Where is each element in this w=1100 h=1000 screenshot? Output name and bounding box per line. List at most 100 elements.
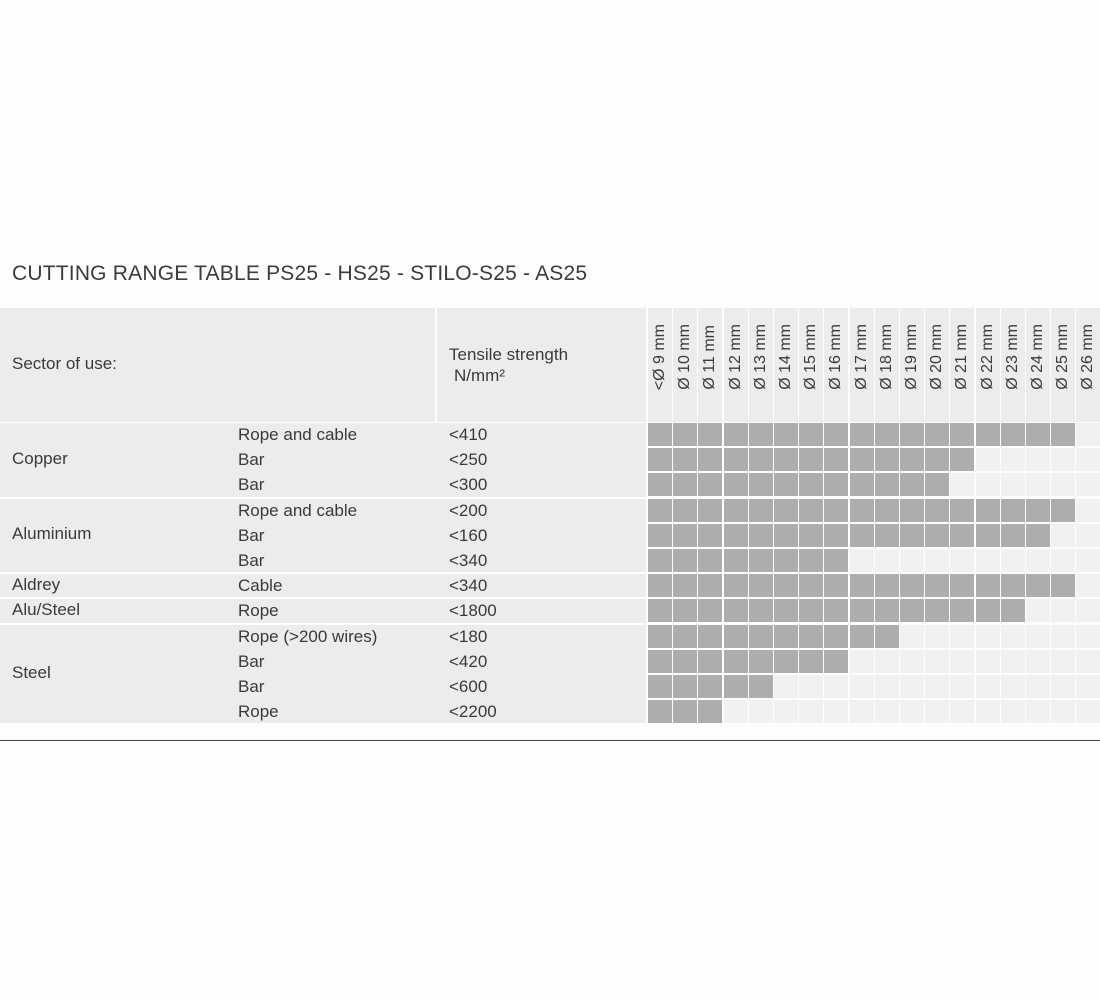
material-form: Bar	[238, 677, 265, 696]
range-cell-filled	[723, 624, 748, 648]
diameter-header: <Ø 9 mm	[648, 308, 672, 422]
range-cell-filled	[925, 473, 950, 497]
range-cell-empty	[1051, 649, 1076, 673]
header-tensile-line2: N/mm²	[454, 366, 505, 385]
material-form: Bar	[238, 450, 265, 470]
range-cell-filled	[673, 574, 698, 598]
range-cell-empty	[774, 700, 798, 724]
diameter-header: Ø 18 mm	[874, 308, 899, 422]
range-cell-filled	[648, 649, 672, 673]
range-cell-empty	[975, 649, 1000, 673]
range-cell-filled	[925, 599, 950, 623]
diameter-label: Ø 14 mm	[777, 324, 794, 390]
range-cell-filled	[824, 599, 849, 623]
material-form: Rope	[238, 702, 279, 722]
range-cell-filled	[723, 649, 748, 673]
diameter-header: Ø 23 mm	[1000, 308, 1025, 422]
diameter-header: Ø 19 mm	[900, 308, 924, 422]
range-cell-empty	[1026, 649, 1050, 673]
range-cell-filled	[698, 574, 723, 598]
header-tensile-line1: Tensile strength	[449, 345, 569, 364]
range-cell-filled	[925, 448, 950, 472]
group-row	[0, 624, 646, 724]
range-cell-filled	[900, 498, 924, 522]
range-cell-empty	[925, 624, 950, 648]
range-cell-empty	[1076, 448, 1100, 472]
range-cell-filled	[950, 574, 975, 598]
tensile-value: <200	[449, 500, 488, 520]
range-cell-empty	[975, 473, 1000, 497]
range-cell-filled	[849, 599, 874, 623]
range-cell-filled	[799, 649, 824, 673]
range-cell-empty	[1051, 700, 1076, 724]
range-cell-filled	[723, 599, 748, 623]
range-cell-filled	[900, 523, 924, 547]
range-cell-filled	[698, 599, 723, 623]
range-cell-empty	[1076, 700, 1100, 724]
group-row	[0, 423, 646, 497]
range-cell-filled	[698, 649, 723, 673]
diameter-header: Ø 24 mm	[1026, 308, 1050, 422]
material-form: Bar	[238, 525, 265, 545]
range-cell-filled	[748, 675, 773, 698]
range-cell-filled	[774, 498, 798, 522]
range-cell-filled	[824, 649, 849, 673]
range-cell-filled	[950, 448, 975, 472]
range-cell-filled	[824, 473, 849, 497]
tensile-value: <160	[449, 525, 488, 545]
range-cell-filled	[900, 574, 924, 598]
range-cell-filled	[648, 498, 672, 522]
range-cell-filled	[673, 423, 698, 446]
range-cell-filled	[900, 448, 924, 472]
range-cell-empty	[900, 624, 924, 648]
range-cell-filled	[748, 448, 773, 472]
range-cell-empty	[849, 675, 874, 698]
diameter-label: Ø 21 mm	[953, 324, 971, 390]
range-cell-filled	[723, 448, 748, 472]
diameter-header: Ø 12 mm	[723, 308, 748, 422]
range-cell-empty	[925, 649, 950, 673]
range-cell-filled	[799, 549, 824, 572]
range-cell-filled	[673, 624, 698, 648]
range-cell-empty	[1026, 448, 1050, 472]
range-cell-empty	[849, 549, 874, 572]
range-cell-filled	[748, 599, 773, 623]
range-cell-empty	[1026, 675, 1050, 698]
bottom-rule	[0, 740, 1100, 741]
range-cell-empty	[774, 675, 798, 698]
range-cell-filled	[774, 549, 798, 572]
range-cell-filled	[824, 498, 849, 522]
range-cell-empty	[1051, 549, 1076, 572]
range-cell-filled	[774, 574, 798, 598]
range-cell-filled	[673, 448, 698, 472]
range-cell-filled	[874, 448, 899, 472]
range-cell-filled	[874, 523, 899, 547]
range-cell-filled	[648, 599, 672, 623]
diameter-header: Ø 20 mm	[925, 308, 950, 422]
range-cell-filled	[950, 599, 975, 623]
range-cell-filled	[799, 624, 824, 648]
range-cell-empty	[1026, 624, 1050, 648]
range-cell-filled	[849, 574, 874, 598]
range-cell-filled	[925, 574, 950, 598]
range-cell-empty	[1076, 498, 1100, 522]
range-cell-empty	[925, 675, 950, 698]
range-cell-empty	[799, 675, 824, 698]
range-cell-empty	[950, 700, 975, 724]
range-cell-filled	[748, 523, 773, 547]
range-cell-filled	[975, 523, 1000, 547]
range-cell-filled	[975, 498, 1000, 522]
range-cell-empty	[1000, 675, 1025, 698]
range-cell-filled	[774, 523, 798, 547]
range-cell-empty	[975, 624, 1000, 648]
diameter-label: Ø 11 mm	[701, 325, 719, 390]
range-cell-filled	[748, 574, 773, 598]
range-cell-filled	[648, 675, 672, 698]
diameter-header: Ø 21 mm	[950, 308, 975, 422]
range-cell-filled	[874, 574, 899, 598]
range-cell-filled	[698, 549, 723, 572]
range-cell-filled	[673, 675, 698, 698]
tensile-value: <2200	[449, 702, 497, 722]
tensile-value: <1800	[449, 601, 497, 621]
range-cell-empty	[1051, 523, 1076, 547]
